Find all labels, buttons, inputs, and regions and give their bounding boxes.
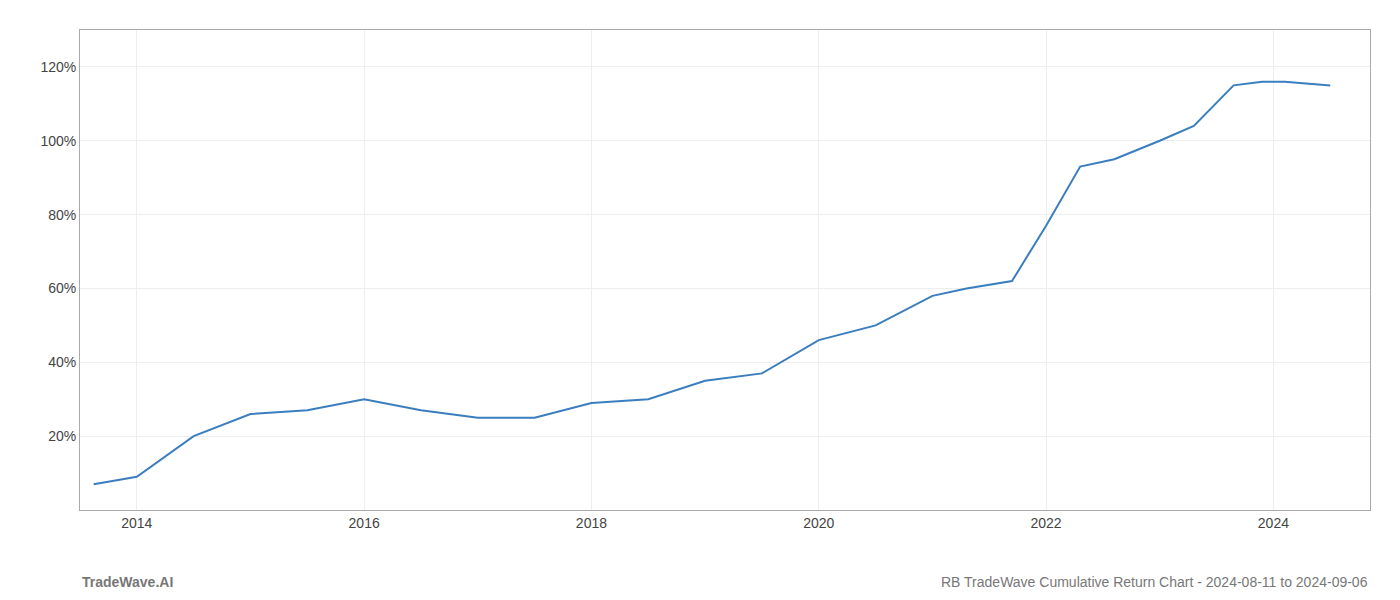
svg-text:TradeWave.AI: TradeWave.AI bbox=[82, 574, 173, 590]
svg-text:40%: 40% bbox=[48, 354, 76, 370]
svg-text:20%: 20% bbox=[48, 428, 76, 444]
svg-text:2022: 2022 bbox=[1031, 515, 1062, 531]
svg-text:60%: 60% bbox=[48, 280, 76, 296]
svg-text:2016: 2016 bbox=[349, 515, 380, 531]
svg-text:80%: 80% bbox=[48, 207, 76, 223]
svg-text:2018: 2018 bbox=[576, 515, 607, 531]
svg-text:120%: 120% bbox=[40, 59, 76, 75]
svg-text:2020: 2020 bbox=[803, 515, 834, 531]
svg-text:2024: 2024 bbox=[1258, 515, 1289, 531]
svg-text:RB TradeWave Cumulative Return: RB TradeWave Cumulative Return Chart - 2… bbox=[941, 574, 1368, 590]
svg-text:2014: 2014 bbox=[121, 515, 152, 531]
svg-text:100%: 100% bbox=[40, 133, 76, 149]
